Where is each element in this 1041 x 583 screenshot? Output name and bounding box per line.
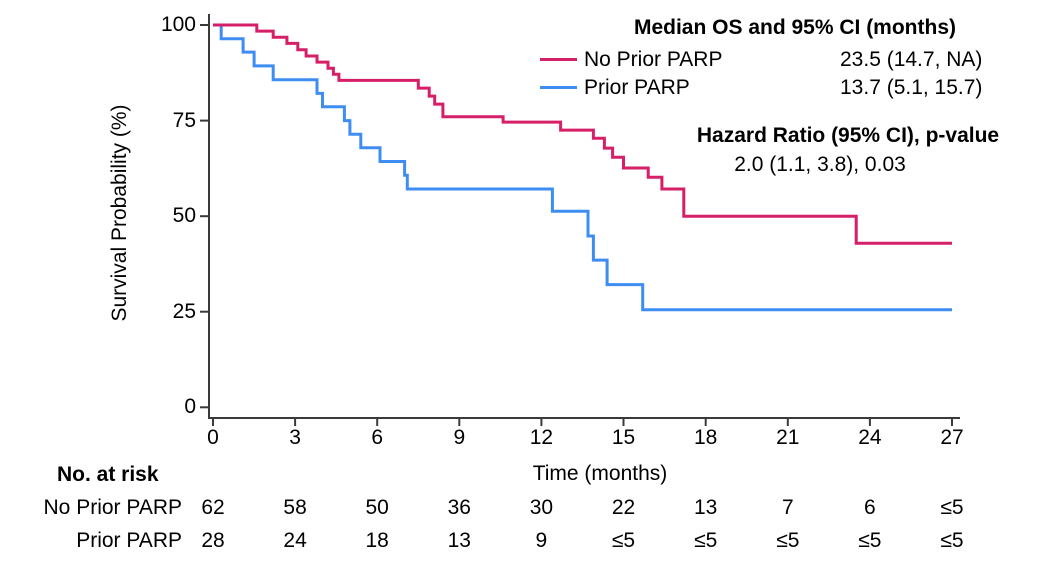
prior-parp-line-swatch — [540, 86, 577, 89]
risk-count-cell: 7 — [781, 496, 794, 519]
y-axis-title: Survival Probability (%) — [108, 104, 131, 322]
risk-count-cell: 30 — [529, 496, 554, 519]
risk-count-cell: 13 — [694, 496, 718, 519]
x-tick-label: 3 — [289, 426, 301, 449]
risk-count-cell: 50 — [365, 496, 389, 519]
x-tick-label: 18 — [694, 426, 718, 449]
legend-title: Median OS and 95% CI (months) — [633, 16, 957, 39]
x-tick-label: 0 — [207, 426, 219, 449]
hazard-ratio-value: 2.0 (1.1, 3.8), 0.03 — [734, 153, 906, 176]
risk-count-cell: 18 — [365, 529, 389, 552]
risk-count-cell: ≤5 — [776, 529, 800, 552]
risk-count-cell: ≤5 — [611, 529, 636, 552]
risk-count-cell: 13 — [447, 529, 471, 552]
y-tick-label: 0 — [184, 395, 196, 419]
risk-count-cell: ≤5 — [940, 529, 964, 552]
y-tick-label: 100 — [160, 13, 196, 36]
x-axis-title: Time (months) — [532, 462, 668, 485]
x-tick-label: 12 — [529, 426, 554, 449]
y-tick-label: 25 — [172, 299, 196, 323]
x-tick-label: 21 — [776, 426, 800, 449]
x-tick-label: 9 — [453, 426, 466, 449]
risk-row-label-prior-parp: Prior PARP — [76, 529, 182, 552]
x-tick-label: 27 — [940, 426, 964, 449]
no-prior-parp-line-swatch — [540, 58, 577, 61]
risk-row-label-no-prior-parp: No Prior PARP — [43, 496, 182, 519]
km-curve-no-prior-parp — [213, 23, 952, 245]
x-tick-label: 15 — [611, 426, 636, 449]
risk-count-cell: 28 — [201, 529, 225, 552]
legend-value-prior-parp: 13.7 (5.1, 15.7) — [840, 76, 983, 99]
risk-count-cell: ≤5 — [858, 529, 882, 552]
legend-value-no-prior-parp: 23.5 (14.7, NA) — [840, 48, 983, 71]
x-tick-label: 6 — [371, 426, 384, 449]
risk-count-cell: 62 — [201, 496, 225, 519]
km-curve-prior-parp — [213, 23, 952, 312]
legend-label-no-prior-parp: No Prior PARP — [584, 48, 723, 71]
risk-count-cell: 22 — [611, 496, 636, 519]
legend-label-prior-parp: Prior PARP — [584, 76, 690, 99]
risk-table-title: No. at risk — [57, 463, 159, 486]
risk-count-cell: ≤5 — [694, 529, 718, 552]
x-tick-label: 24 — [858, 426, 882, 449]
risk-count-cell: 24 — [283, 529, 307, 552]
y-tick-label: 75 — [172, 108, 196, 132]
y-tick-label: 50 — [172, 204, 196, 228]
risk-count-cell: 58 — [283, 496, 307, 519]
risk-count-cell: ≤5 — [940, 496, 964, 519]
hazard-ratio-title: Hazard Ratio (95% CI), p-value — [696, 124, 1000, 147]
risk-count-cell: 36 — [447, 496, 471, 519]
risk-count-cell: 9 — [535, 529, 548, 552]
risk-count-cell: 6 — [864, 496, 876, 519]
